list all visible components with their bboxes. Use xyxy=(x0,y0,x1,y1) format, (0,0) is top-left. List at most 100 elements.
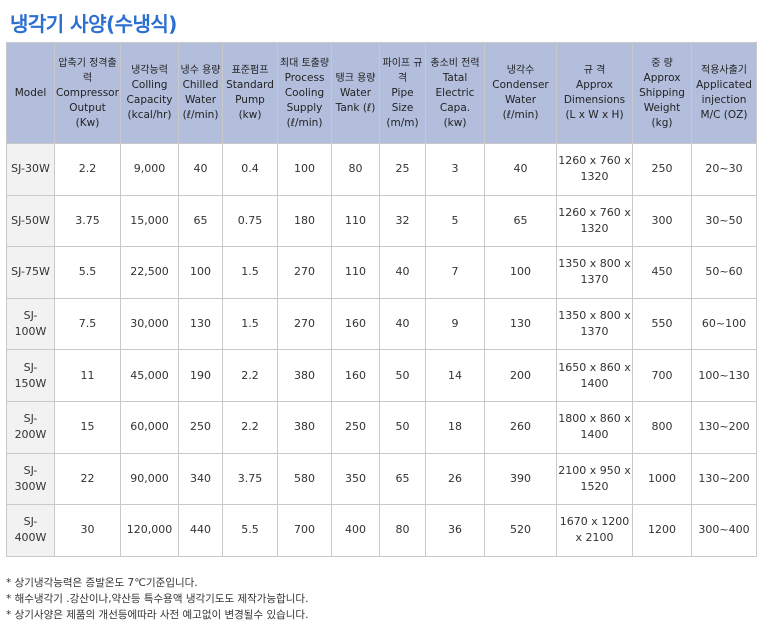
spec-table: Model 압축기 정격출력 Compressor Output (Kw) 냉각능력 C… xyxy=(6,42,757,557)
table-cell: 2100 x 950 x 1520 xyxy=(556,452,633,506)
table-cell: 40 xyxy=(379,297,426,351)
table-cell: 65 xyxy=(484,194,557,248)
table-cell: 110 xyxy=(331,246,380,299)
table-cell: 9 xyxy=(425,297,485,351)
table-cell: 300~400 xyxy=(691,504,757,557)
table-cell: 130 xyxy=(178,297,223,351)
table-body: SJ-30W 2.2 9,000 40 0.4 100 80 25 3 40 1260 x 760 … xyxy=(6,143,757,557)
table-cell: 350 xyxy=(331,452,380,506)
column-header-en: Colling Capacity (kcal/hr) xyxy=(126,79,173,121)
table-cell: 100~130 xyxy=(691,349,757,402)
table-row: SJ-200W 15 60,000 250 2.2 380 250 50 18 260 1800 x… xyxy=(6,400,757,454)
table-cell: 100 xyxy=(178,246,223,299)
table-cell: 80 xyxy=(379,504,426,557)
footnote: * 해수냉각기 .강산이나,약산등 특수용액 냉각기도도 제작가능합니다. xyxy=(6,593,309,605)
table-cell: 3.75 xyxy=(222,452,278,506)
table-cell: 1.5 xyxy=(222,297,278,351)
table-cell: 250 xyxy=(331,400,380,454)
column-header: 압축기 정격출력 Compressor Output (Kw) xyxy=(54,42,121,144)
model-cell: SJ-400W xyxy=(6,504,55,557)
table-cell: 60,000 xyxy=(120,400,179,454)
table-cell: 2.2 xyxy=(54,143,121,196)
column-header: 냉각능력 Colling Capacity (kcal/hr) xyxy=(120,42,179,144)
column-header: 표준펌프 Standard Pump (kw) xyxy=(222,42,278,144)
table-cell: 50~60 xyxy=(691,246,757,299)
table-cell: 160 xyxy=(331,297,380,351)
table-cell: 65 xyxy=(379,452,426,506)
table-cell: 440 xyxy=(178,504,223,557)
table-cell: 250 xyxy=(178,400,223,454)
column-header-ko: 총소비 전력 xyxy=(430,57,480,69)
column-header-en: Standard Pump (kw) xyxy=(226,79,274,121)
model-cell: SJ-150W xyxy=(6,349,55,402)
table-cell: 15,000 xyxy=(120,194,179,248)
model-cell: SJ-75W xyxy=(6,246,55,299)
column-header-ko: 냉각능력 xyxy=(131,65,168,76)
table-cell: 1.5 xyxy=(222,246,278,299)
table-cell: 250 xyxy=(632,143,692,196)
table-cell: 20~30 xyxy=(691,143,757,196)
column-header-ko: 규 격 xyxy=(583,65,606,76)
table-cell: 3 xyxy=(425,143,485,196)
table-cell: 60~100 xyxy=(691,297,757,351)
table-cell: 580 xyxy=(277,452,332,506)
table-cell: 5.5 xyxy=(54,246,121,299)
table-cell: 30 xyxy=(54,504,121,557)
column-header: 냉수 용량 Chilled Water (ℓ/min) xyxy=(178,42,223,144)
table-cell: 450 xyxy=(632,246,692,299)
table-cell: 15 xyxy=(54,400,121,454)
table-cell: 7.5 xyxy=(54,297,121,351)
table-cell: 100 xyxy=(484,246,557,299)
page-title: 냉각기 사양(수냉식) xyxy=(10,12,177,36)
column-header: 규 격 Approx Dimensions (L x W x H) xyxy=(556,42,633,144)
column-header: 냉각수 Condenser Water (ℓ/min) xyxy=(484,42,557,144)
table-cell: 110 xyxy=(331,194,380,248)
column-header-ko: 중 량 xyxy=(651,57,673,69)
table-cell: 1200 xyxy=(632,504,692,557)
column-header-ko: 탱크 용량 xyxy=(335,72,376,84)
table-cell: 1670 x 1200 x 2100 xyxy=(556,504,633,557)
column-header-ko: 압축기 정격출력 xyxy=(58,57,117,84)
table-cell: 32 xyxy=(379,194,426,248)
table-cell: 340 xyxy=(178,452,223,506)
table-cell: 260 xyxy=(484,400,557,454)
table-cell: 130~200 xyxy=(691,452,757,506)
table-cell: 30~50 xyxy=(691,194,757,248)
table-cell: 5.5 xyxy=(222,504,278,557)
table-cell: 550 xyxy=(632,297,692,351)
table-cell: 80 xyxy=(331,143,380,196)
table-cell: 2.2 xyxy=(222,400,278,454)
column-header-en: Approx Dimensions (L x W x H) xyxy=(563,79,626,121)
table-cell: 1350 x 800 x 1370 xyxy=(556,297,633,351)
table-header-row: Model 압축기 정격출력 Compressor Output (Kw) 냉각능력 C… xyxy=(6,42,757,144)
table-cell: 100 xyxy=(277,143,332,196)
table-cell: 0.4 xyxy=(222,143,278,196)
table-cell: 50 xyxy=(379,400,426,454)
table-cell: 800 xyxy=(632,400,692,454)
table-cell: 190 xyxy=(178,349,223,402)
column-header-ko: 최대 토출량 xyxy=(279,57,330,69)
table-cell: 45,000 xyxy=(120,349,179,402)
table-cell: 700 xyxy=(277,504,332,557)
column-header-ko: 냉각수 xyxy=(506,65,535,76)
column-header-en: Approx Shipping Weight (kg) xyxy=(639,71,685,129)
table-cell: 160 xyxy=(331,349,380,402)
column-header: Model xyxy=(6,42,55,144)
table-cell: 270 xyxy=(277,246,332,299)
table-cell: 300 xyxy=(632,194,692,248)
table-cell: 390 xyxy=(484,452,557,506)
table-cell: 2.2 xyxy=(222,349,278,402)
table-cell: 25 xyxy=(379,143,426,196)
column-header: 파이프 규격 Pipe Size (m/m) xyxy=(379,42,426,144)
table-cell: 26 xyxy=(425,452,485,506)
table-cell: 400 xyxy=(331,504,380,557)
table-cell: 90,000 xyxy=(120,452,179,506)
column-header-en: Condenser Water (ℓ/min) xyxy=(492,79,549,121)
model-cell: SJ-200W xyxy=(6,400,55,454)
column-header-ko: 냉수 용량 xyxy=(180,65,221,76)
table-cell: 36 xyxy=(425,504,485,557)
footnote: * 상기냉각능력은 증발온도 7℃기준입니다. xyxy=(6,577,198,589)
column-header-en: Tatal Electric Capa. (kw) xyxy=(435,71,475,129)
table-row: SJ-100W 7.5 30,000 130 1.5 270 160 40 9 130 1350 x… xyxy=(6,297,757,351)
